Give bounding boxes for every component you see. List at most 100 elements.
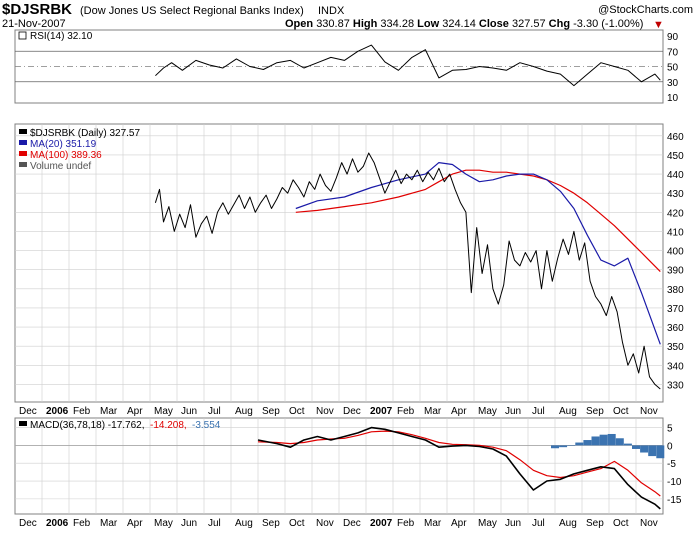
ma20-line	[295, 162, 661, 345]
x-tick-label: Nov	[316, 518, 334, 529]
x-tick-label: Nov	[316, 406, 334, 417]
x-tick-label: Mar	[424, 518, 442, 529]
y-tick-label: -15	[667, 495, 682, 506]
x-tick-label: Jul	[208, 406, 221, 417]
y-tick-label: 420	[667, 208, 684, 219]
x-tick-label: Jul	[532, 518, 545, 529]
x-tick-label: 2006	[46, 406, 69, 417]
macd-legend-swatch	[19, 421, 27, 426]
close-value: 327.57	[512, 18, 546, 30]
chart-marks	[154, 44, 665, 510]
x-tick-label: Sep	[586, 406, 604, 417]
x-tick-label: Jun	[181, 406, 197, 417]
y-tick-label: 460	[667, 132, 684, 143]
high-label: High	[353, 18, 378, 30]
chg-label: Chg	[549, 18, 570, 30]
y-tick-label: 0	[667, 441, 673, 452]
macd-line	[257, 426, 661, 510]
x-tick-label: Dec	[343, 406, 361, 417]
x-tick-label: Aug	[559, 518, 577, 529]
y-tick-label: 5	[667, 424, 673, 435]
x-tick-label: Apr	[127, 406, 143, 417]
x-tick-label: Oct	[613, 406, 629, 417]
macd-histogram-bar	[632, 445, 640, 449]
y-tick-label: 450	[667, 151, 684, 162]
x-tick-label: Apr	[451, 518, 467, 529]
close-label: Close	[479, 18, 509, 30]
x-tick-label: Aug	[235, 406, 253, 417]
x-tick-label: Dec	[343, 518, 361, 529]
chg-value: -3.30 (-1.00%)	[573, 18, 643, 30]
price-legend-swatch	[19, 140, 27, 145]
symbol-description: (Dow Jones US Select Regional Banks Inde…	[80, 5, 304, 17]
x-tick-label: Dec	[19, 406, 37, 417]
symbol-title: $DJSRBK	[2, 1, 72, 18]
y-tick-label: 400	[667, 247, 684, 258]
x-tick-label: Jul	[208, 518, 221, 529]
y-tick-label: 380	[667, 285, 684, 296]
axis-labels: 9070503010460450440430420410400390380370…	[19, 32, 684, 529]
x-tick-label: Mar	[100, 518, 118, 529]
macd-histogram-bar	[551, 445, 559, 449]
y-tick-label: 70	[667, 47, 679, 58]
high-value: 334.28	[380, 18, 414, 30]
x-tick-label: 2006	[46, 518, 69, 529]
x-tick-label: 2007	[370, 406, 393, 417]
price-legend-swatch	[19, 162, 27, 167]
x-tick-label: Sep	[262, 406, 280, 417]
price-line	[154, 152, 661, 390]
price-legend-item: $DJSRBK (Daily) 327.57	[30, 128, 140, 139]
y-tick-label: 410	[667, 227, 684, 238]
rsi-legend-swatch	[18, 31, 27, 40]
macd-histogram-bar	[559, 445, 568, 448]
price-legend-swatch	[19, 129, 27, 134]
y-tick-label: 10	[667, 93, 679, 104]
macd-legend-item: -3.554	[192, 420, 221, 431]
x-tick-label: May	[154, 518, 173, 529]
rsi-line	[155, 44, 661, 87]
x-tick-label: Aug	[235, 518, 253, 529]
macd-histogram-bar	[623, 443, 632, 446]
macd-legend-item: MACD(36,78,18) -17.762,	[30, 420, 145, 431]
y-tick-label: 370	[667, 304, 684, 315]
macd-histogram-bar	[567, 445, 576, 446]
macd-histogram-bar	[575, 442, 584, 446]
x-tick-label: Sep	[262, 518, 280, 529]
macd-histogram-bar	[640, 445, 649, 453]
y-tick-label: -5	[667, 459, 676, 470]
open-label: Open	[285, 18, 313, 30]
x-tick-label: Feb	[73, 406, 91, 417]
price-legend-item: MA(100) 389.36	[30, 150, 102, 161]
open-value: 330.87	[316, 18, 350, 30]
x-tick-label: Mar	[100, 406, 118, 417]
watermark: @StockCharts.com	[598, 4, 693, 16]
y-tick-label: 430	[667, 189, 684, 200]
macd-histogram-bar	[583, 440, 592, 446]
y-tick-label: 440	[667, 170, 684, 181]
y-tick-label: -10	[667, 477, 682, 488]
x-tick-label: Oct	[289, 406, 305, 417]
y-tick-label: 390	[667, 266, 684, 277]
grid-layer	[15, 124, 663, 514]
x-tick-label: Feb	[397, 518, 415, 529]
macd-histogram-bar	[656, 445, 665, 459]
exchange-label: INDX	[318, 5, 345, 17]
ma100-line	[295, 169, 661, 273]
x-tick-label: Aug	[559, 406, 577, 417]
x-tick-label: Feb	[73, 518, 91, 529]
x-tick-label: Oct	[289, 518, 305, 529]
price-legend-swatch	[19, 151, 27, 156]
price-legend-item: MA(20) 351.19	[30, 139, 97, 150]
x-tick-label: 2007	[370, 518, 393, 529]
y-tick-label: 90	[667, 32, 679, 43]
legends: RSI(14) 32.10 $DJSRBK (Daily) 327.57MA(20…	[18, 31, 221, 431]
y-tick-label: 350	[667, 342, 684, 353]
macd-legend-item: -14.208,	[150, 420, 187, 431]
x-tick-label: May	[478, 406, 497, 417]
x-tick-label: Nov	[640, 406, 658, 417]
x-tick-label: Sep	[586, 518, 604, 529]
x-tick-label: Jun	[505, 518, 521, 529]
rsi-title: RSI(14) 32.10	[30, 31, 93, 42]
macd-histogram-bar	[648, 445, 657, 457]
